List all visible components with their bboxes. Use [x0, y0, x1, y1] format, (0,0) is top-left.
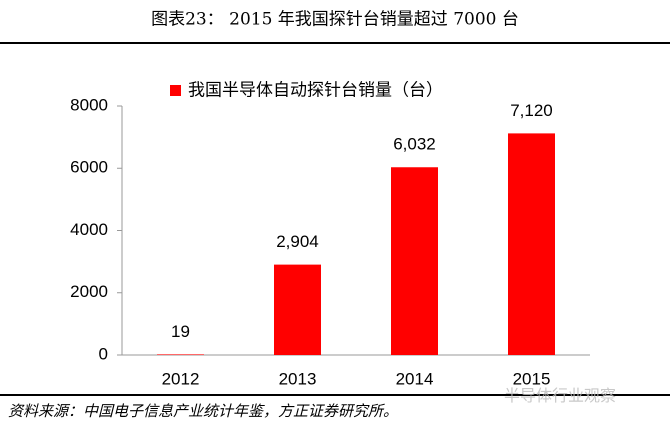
legend-swatch [170, 85, 181, 96]
x-tick-label: 2013 [279, 369, 317, 388]
value-label: 2,904 [276, 232, 319, 251]
y-tick-label: 4000 [70, 220, 108, 239]
bar [274, 264, 321, 355]
y-tick-label: 0 [99, 344, 108, 363]
bar [508, 133, 555, 355]
source-note: 资料来源：中国电子信息产业统计年鉴，方正证券研究所。 [8, 402, 398, 420]
x-tick-label: 2015 [513, 369, 551, 388]
x-tick-label: 2012 [162, 369, 200, 388]
x-tick-label: 2014 [396, 369, 434, 388]
value-label: 6,032 [393, 135, 436, 154]
value-label: 7,120 [510, 101, 553, 120]
y-tick-label: 2000 [70, 282, 108, 301]
bar [157, 354, 204, 355]
y-tick-label: 6000 [70, 158, 108, 177]
value-label: 19 [171, 322, 190, 341]
watermark: 半导体行业观察 [504, 387, 616, 405]
bar [391, 167, 438, 355]
page-title: 图表23： 2015 年我国探针台销量超过 7000 台 [151, 10, 519, 30]
legend-label: 我国半导体自动探针台销量（台） [188, 80, 443, 99]
y-tick-label: 8000 [70, 95, 108, 114]
